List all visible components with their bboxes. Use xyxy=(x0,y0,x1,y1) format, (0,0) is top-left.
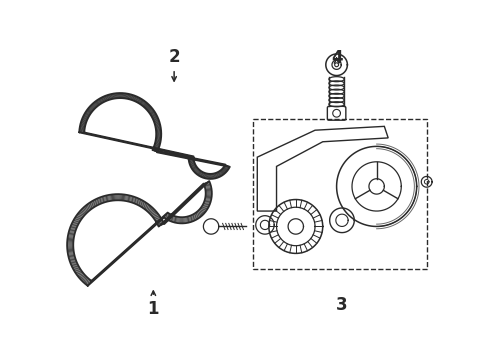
Text: 2: 2 xyxy=(168,48,180,81)
Text: 1: 1 xyxy=(147,291,159,318)
Text: 4: 4 xyxy=(331,49,343,67)
Text: 3: 3 xyxy=(335,296,347,314)
